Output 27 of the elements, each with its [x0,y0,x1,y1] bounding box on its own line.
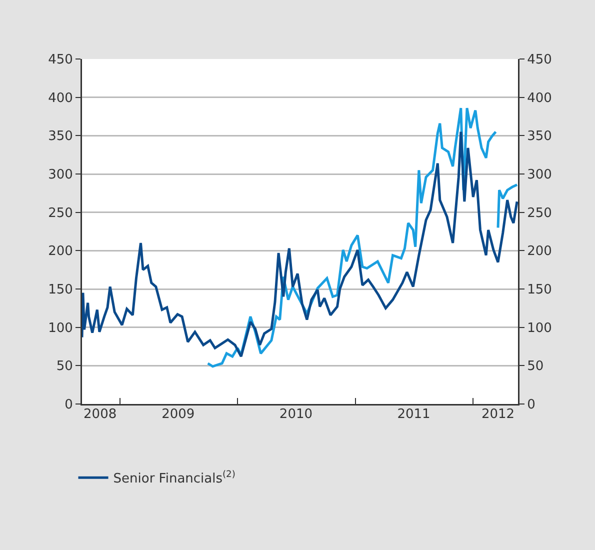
y2-tick-label: 250 [527,206,552,221]
y2-tick-label: 200 [527,244,552,260]
y-tick-label: 0 [64,398,73,413]
y2-tick-label: 100 [527,320,552,336]
y2-tick-label: 300 [527,168,552,183]
y2-tick-label: 150 [527,282,552,298]
y-tick-label: 150 [48,282,73,298]
y2-tick-label: 50 [527,359,544,374]
x-tick-label: 2012 [481,407,515,422]
line-series [82,130,518,358]
y2-tick-label: 0 [527,398,536,413]
y-tick-label: 250 [48,206,73,221]
y-tick-label: 300 [48,168,73,183]
y2-tick-label: 450 [527,52,552,68]
y-tick-label: 200 [48,244,73,260]
x-tick-label: 2010 [279,407,313,422]
legend-label: Senior Financials$^{(2)}$ [113,470,236,487]
y-tick-label: 50 [56,359,73,374]
y-tick-label: 100 [48,320,73,336]
x-tick-label: 2009 [162,407,195,422]
x-tick-label: 2011 [397,407,430,422]
x-tick-label: 2008 [84,407,117,422]
y-tick-label: 350 [48,129,73,144]
y2-tick-label: 350 [527,129,552,144]
y-tick-label: 450 [48,52,73,68]
y2-tick-label: 400 [527,90,552,106]
y-tick-label: 400 [48,90,73,106]
